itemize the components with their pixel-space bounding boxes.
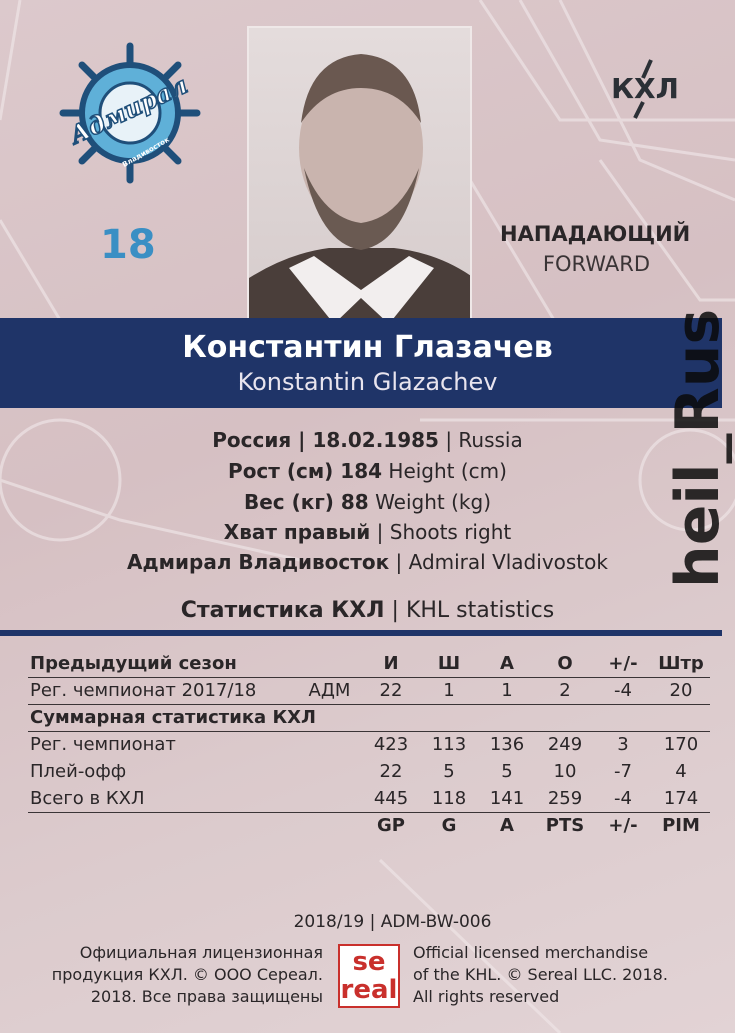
prev-season-header: Предыдущий сезон [28, 650, 362, 678]
jersey-number: 18 [100, 222, 156, 268]
player-name-en: Konstantin Glazachev [237, 368, 498, 396]
table-row: Всего в КХЛ 445 118 141 259 -4 174 [28, 785, 710, 813]
bio-team: Адмирал Владивосток | Admiral Vladivosto… [127, 550, 608, 574]
table-header-row: Предыдущий сезон И Ш А О +/- Штр [28, 650, 710, 678]
position-en: FORWARD [542, 252, 650, 276]
table-row: Рег. чемпионат 423 113 136 249 3 170 [30, 734, 699, 756]
sereal-logo: se real [338, 944, 400, 1008]
total-stats-header: Суммарная статистика КХЛ [28, 704, 710, 732]
stats-title: Статистика КХЛ | KHL statistics [180, 598, 555, 623]
bio-shoots: Хват правый | Shoots right [223, 520, 512, 544]
table-row: Плей-офф 22 5 5 10 -7 4 [30, 761, 687, 782]
name-band [0, 318, 722, 408]
team-logo-ship-wheel: Адмирал Владивосток [59, 42, 201, 184]
table-footer-row: GP G A PTS +/- PIM [377, 815, 700, 837]
bio-height: Рост (см) 184 Height (cm) [228, 459, 507, 483]
player-name-ru: Константин Глазачев [182, 330, 553, 365]
stats-divider [0, 630, 722, 636]
bio-nationality: Россия | 18.02.1985 | Russia [212, 428, 523, 452]
position-ru: НАПАДАЮЩИЙ [500, 222, 691, 246]
stats-table: Предыдущий сезон И Ш А О +/- Штр Рег. чемпион… [28, 650, 710, 839]
card-code: 2018/19 | ADM-BW-006 [293, 912, 492, 932]
copyright-en: Official licensed merchandise of the KHL.… [413, 943, 668, 1006]
bio-weight: Вес (кг) 88 Weight (kg) [243, 490, 491, 514]
khl-logo: КХЛ [611, 59, 679, 119]
table-header-row: Суммарная статистика КХЛ [28, 704, 710, 732]
table-row: Рег. чемпионат 2017/18 АДМ 22 1 1 2 -4 20 [28, 677, 710, 705]
watermark: heil_Rus [663, 308, 733, 588]
copyright-ru: Официальная лицензионная продукция КХЛ. ©… [51, 943, 323, 1006]
player-photo [247, 26, 472, 322]
